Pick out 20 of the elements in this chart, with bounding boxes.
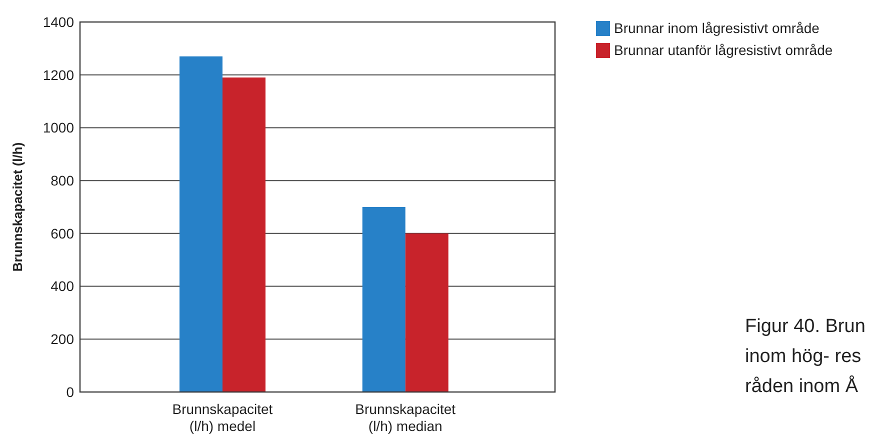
bar — [222, 78, 266, 392]
y-tick-label: 1000 — [42, 120, 74, 136]
y-tick-label: 1400 — [42, 14, 74, 30]
bar — [405, 233, 448, 392]
text: inom hög- res — [745, 346, 862, 367]
y-tick-label: 400 — [50, 278, 74, 294]
x-tick-label: Brunnskapacitet (l/h) medel — [172, 401, 273, 434]
y-tick-label: 0 — [66, 384, 74, 400]
text: råden inom Å — [745, 375, 858, 397]
legend-label: Brunnar utanför lågresistivt område — [614, 42, 833, 58]
y-tick-label: 600 — [50, 225, 74, 242]
legend-label: Brunnar inom lågresistivt område — [614, 20, 820, 36]
y-tick-label: 200 — [50, 331, 74, 348]
bar — [180, 56, 222, 392]
text: Figur 40. Brun — [745, 316, 866, 337]
y-tick-label: 1200 — [42, 66, 74, 83]
bar — [362, 207, 406, 392]
y-tick-label: 800 — [50, 172, 74, 188]
y-axis-title: Brunnskapacitet (l/h) — [10, 142, 25, 272]
x-tick-label: Brunnskapacitet (l/h) median — [355, 401, 456, 434]
